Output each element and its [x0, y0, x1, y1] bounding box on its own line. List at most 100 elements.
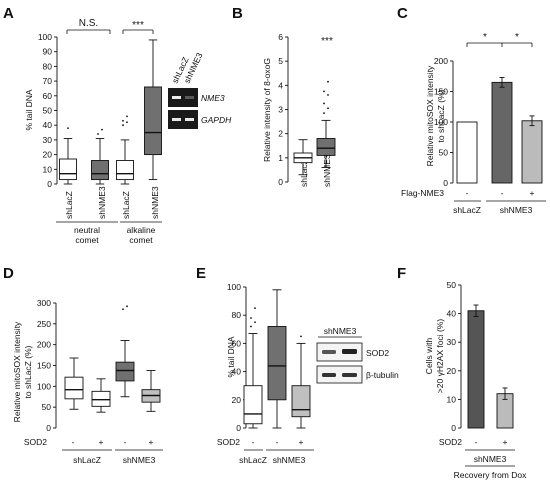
panel-f-ylabel-2: >20 γH2AX foci (%)	[435, 319, 445, 394]
blot-sod2-band2	[342, 349, 357, 354]
panel-b-tick-label: 5	[278, 56, 283, 66]
panel-b-xlabel: shLacZ	[299, 159, 309, 187]
panel-b-tick-label: 4	[278, 80, 283, 90]
panel-d-tick-label: 300	[37, 298, 51, 308]
panel-f-cond: +	[503, 437, 508, 447]
panel-letter-b: B	[232, 5, 243, 22]
panel-b-tick-label: 3	[278, 105, 283, 115]
panel-a-xlabel: shNME3	[150, 186, 160, 219]
panel-e-outlier	[250, 325, 252, 328]
panel-b-xlabel: shNME3	[322, 154, 332, 187]
gel-row-label: NME3	[201, 93, 225, 103]
panel-f-tick-label: 0	[451, 423, 456, 433]
panel-d-tick-label: 50	[42, 402, 52, 412]
panel-e-outlier	[254, 307, 256, 310]
panel-c-bar	[456, 121, 478, 184]
panel-c-tick-label: 100	[434, 117, 448, 127]
panel-b-outlier	[327, 94, 329, 96]
panel-e-outlier	[250, 317, 252, 319]
panel-b-outlier	[323, 90, 325, 93]
panel-a-gel: shLacZ shNME3 NME3 GAPDH	[168, 51, 232, 129]
panel-f-tick-label: 40	[447, 309, 457, 319]
panel-e-box	[243, 385, 263, 425]
panel-d-cond: +	[149, 437, 154, 447]
panel-a-box	[91, 160, 109, 181]
panel-d-outlier	[122, 308, 124, 311]
panel-b-tick-label: 1	[278, 153, 283, 163]
panel-d-group2: shNME3	[123, 455, 156, 465]
blot-sod2-band1	[322, 350, 336, 354]
blot-tubulin-band2	[342, 373, 357, 377]
panel-a-tick-label: 0	[47, 179, 52, 189]
panel-a-group1-line2: comet	[75, 235, 99, 245]
panel-a-tick-label: 50	[43, 106, 53, 116]
panel-a-outlier	[126, 121, 128, 124]
gel-band-nme3-box	[168, 88, 198, 107]
panel-d-outlier	[126, 305, 128, 308]
panel-e-cond: -	[252, 437, 255, 447]
panel-c-cond: -	[501, 188, 504, 198]
panel-d-ylabel-1: Relative mitoSOX intensity	[12, 321, 22, 422]
panel-c-tick-label: 0	[443, 178, 448, 188]
panel-c-sig-2: *	[515, 32, 519, 43]
gel-band-gapdh-lane2	[185, 118, 194, 121]
panel-c-tick-label: 200	[434, 56, 448, 66]
panel-a-tick-label: 70	[43, 76, 53, 86]
panel-d-group1: shLacZ	[73, 455, 101, 465]
panel-a-outlier	[97, 133, 99, 135]
panel-a-group1-line1: neutral	[74, 225, 100, 235]
plot-layer: 0102030405060708090100012345605010015020…	[37, 32, 543, 433]
panel-e-ylabel: % tail DNA	[226, 336, 236, 377]
panel-d-tick-label: 200	[37, 340, 51, 350]
panel-c-bar	[521, 120, 543, 184]
panel-c-bar	[491, 81, 513, 184]
panel-e-tick-label: 100	[227, 282, 241, 292]
panel-letter-c: C	[397, 5, 408, 22]
panel-c-sig-1: *	[483, 32, 487, 43]
panel-e-cond: -	[276, 437, 279, 447]
panel-e-box	[267, 326, 287, 401]
panel-e-cond-label: SOD2	[217, 437, 240, 447]
panel-a-tick-label: 30	[43, 135, 53, 145]
panel-c-tick-label: 50	[439, 148, 449, 158]
panel-a-ylabel: % tail DNA	[24, 89, 34, 130]
panel-a-outlier	[122, 124, 124, 127]
panel-a-xlabel: shLacZ	[121, 191, 131, 219]
panel-e-outlier	[300, 335, 302, 338]
panel-e-cond: +	[299, 437, 304, 447]
panel-d-box	[64, 376, 84, 400]
panel-f-cond: -	[475, 437, 478, 447]
panel-a-box	[116, 160, 134, 181]
blot-tubulin-band1	[322, 373, 336, 377]
panel-b-ylabel: Relative intensity of 8-oxoG	[262, 58, 272, 162]
panel-a-group2-line1: alkaline	[127, 225, 156, 235]
panel-letter-f: F	[397, 265, 406, 282]
panel-letter-d: D	[3, 265, 14, 282]
panel-d-box	[91, 390, 111, 407]
blot-header: shNME3	[324, 326, 357, 336]
panel-e-group1: shLacZ	[239, 455, 267, 465]
gel-band-gapdh-box	[168, 110, 198, 129]
gel-band-nme3-lane2	[185, 96, 194, 99]
panel-a-outlier	[101, 128, 103, 131]
panel-d-cond: -	[124, 437, 127, 447]
panel-e-group2: shNME3	[273, 455, 306, 465]
panel-c-ylabel-2: to shLacZ (%)	[436, 89, 446, 142]
panel-a-outlier	[67, 127, 69, 130]
panel-e-tick-label: 20	[232, 395, 242, 405]
panel-c-ylabel-1: Relative mitoSOX intensity	[425, 65, 435, 166]
panel-d-tick-label: 150	[37, 361, 51, 371]
panel-letter-a: A	[3, 5, 14, 22]
panel-d-cond: +	[99, 437, 104, 447]
panel-b-outlier	[323, 102, 325, 105]
panel-e-tick-label: 0	[236, 423, 241, 433]
panel-f-bar	[467, 310, 485, 429]
panel-c-cond-label: Flag-NME3	[401, 188, 444, 198]
panel-e-box	[291, 385, 311, 418]
panel-f-cond-label: SOD2	[439, 437, 462, 447]
panel-a-sig-left: N.S.	[79, 18, 98, 29]
blot-row-label: SOD2	[366, 348, 389, 358]
panel-a-xlabel: shLacZ	[64, 191, 74, 219]
panel-a-tick-label: 20	[43, 150, 53, 160]
panel-e-outlier	[254, 321, 256, 324]
